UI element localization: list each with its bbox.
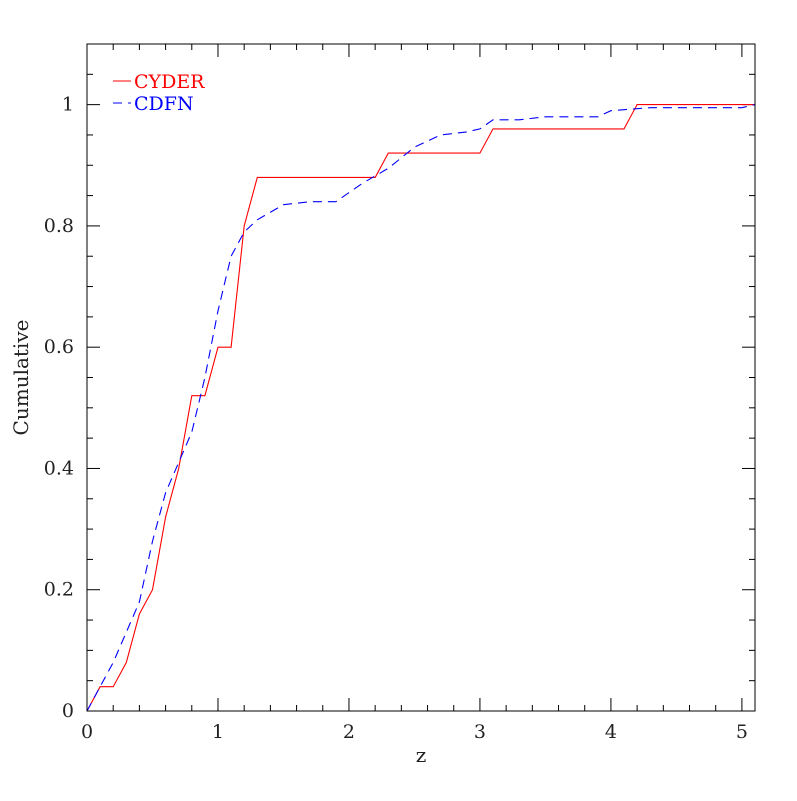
x-tick-label: 4 (605, 721, 617, 743)
series-cyder-line (86, 104, 755, 712)
y-tick-label: 0.6 (44, 336, 74, 358)
x-tick-label: 2 (343, 721, 355, 743)
series-cdfn-line (86, 104, 756, 712)
x-axis-label: z (416, 743, 427, 767)
x-tick-label: 3 (474, 721, 486, 743)
y-tick-label: 0.8 (44, 215, 74, 237)
plot-frame (86, 43, 756, 712)
x-tick-label: 0 (81, 721, 93, 743)
tick-labels: 0 1 2 3 4 5 0 0.2 0.4 0.6 0.8 1 (44, 94, 748, 743)
y-tick-label: 0 (62, 700, 74, 722)
legend-label-cdfn: CDFN (134, 93, 194, 115)
x-tick-label: 5 (736, 721, 748, 743)
series-layer (86, 104, 756, 712)
legend-label-cyder: CYDER (134, 71, 205, 93)
y-axis-label: Cumulative (9, 320, 33, 436)
x-tick-label: 1 (212, 721, 224, 743)
y-tick-label: 1 (62, 94, 74, 116)
y-tick-label: 0.4 (44, 457, 74, 479)
minor-ticks (87, 43, 755, 711)
y-tick-label: 0.2 (44, 579, 74, 601)
